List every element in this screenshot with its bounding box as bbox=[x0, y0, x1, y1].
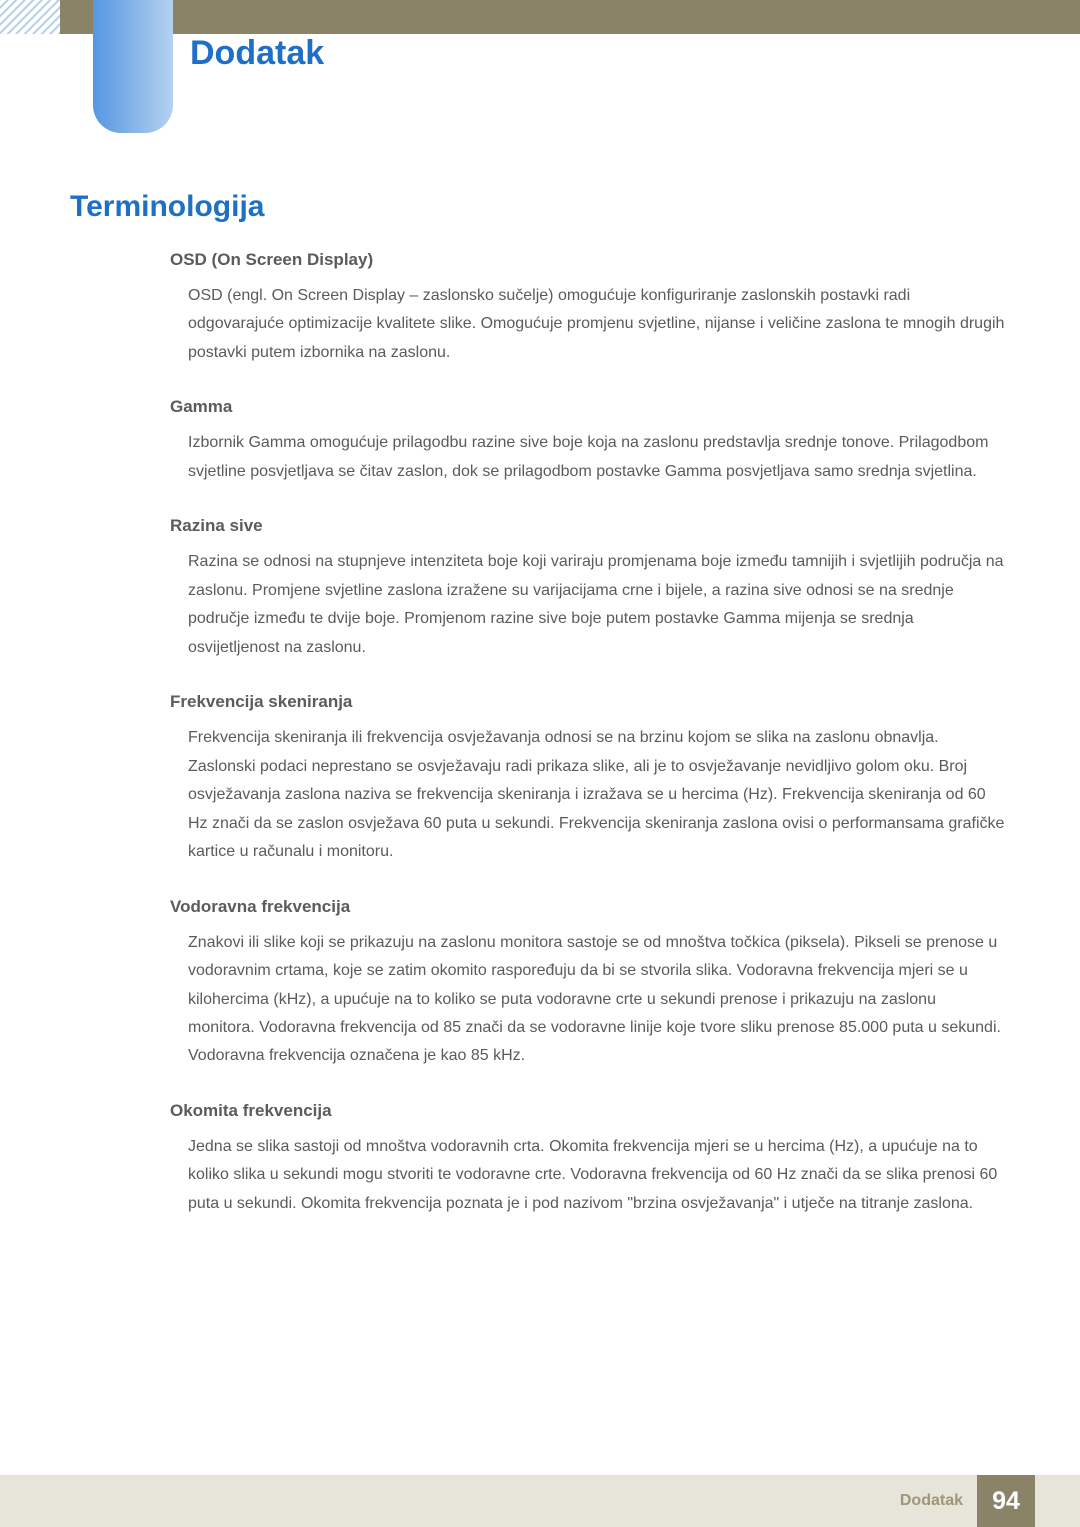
term-body: Frekvencija skeniranja ili frekvencija o… bbox=[170, 724, 1005, 866]
term-body: Razina se odnosi na stupnjeve intenzitet… bbox=[170, 548, 1005, 662]
term-block: Okomita frekvencija Jedna se slika sasto… bbox=[170, 1101, 1005, 1218]
term-block: Frekvencija skeniranja Frekvencija skeni… bbox=[170, 692, 1005, 866]
term-title: Vodoravna frekvencija bbox=[170, 897, 1005, 917]
chapter-title: Dodatak bbox=[190, 34, 324, 73]
content-area: OSD (On Screen Display) OSD (engl. On Sc… bbox=[170, 250, 1005, 1248]
term-title: OSD (On Screen Display) bbox=[170, 250, 1005, 270]
page-title: Terminologija bbox=[70, 190, 264, 224]
footer-chapter-label: Dodatak bbox=[900, 1492, 963, 1510]
term-body: Izbornik Gamma omogućuje prilagodbu razi… bbox=[170, 429, 1005, 486]
term-title: Razina sive bbox=[170, 516, 1005, 536]
term-block: OSD (On Screen Display) OSD (engl. On Sc… bbox=[170, 250, 1005, 367]
term-title: Gamma bbox=[170, 397, 1005, 417]
term-block: Vodoravna frekvencija Znakovi ili slike … bbox=[170, 897, 1005, 1071]
page-footer: Dodatak 94 bbox=[0, 1475, 1080, 1527]
term-title: Okomita frekvencija bbox=[170, 1101, 1005, 1121]
term-block: Gamma Izbornik Gamma omogućuje prilagodb… bbox=[170, 397, 1005, 486]
term-title: Frekvencija skeniranja bbox=[170, 692, 1005, 712]
term-body: OSD (engl. On Screen Display – zaslonsko… bbox=[170, 282, 1005, 367]
chapter-tab bbox=[93, 0, 173, 133]
term-block: Razina sive Razina se odnosi na stupnjev… bbox=[170, 516, 1005, 662]
page-number: 94 bbox=[977, 1475, 1035, 1527]
term-body: Znakovi ili slike koji se prikazuju na z… bbox=[170, 929, 1005, 1071]
term-body: Jedna se slika sastoji od mnoštva vodora… bbox=[170, 1133, 1005, 1218]
corner-hatch-pattern bbox=[0, 0, 60, 34]
